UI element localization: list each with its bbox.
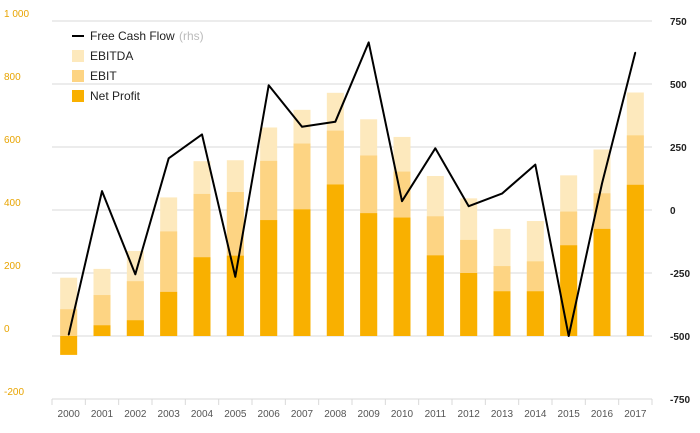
point-free-cash-flow — [534, 163, 537, 166]
bar-net-profit — [126, 320, 144, 336]
legend-label-net-profit: Net Profit — [90, 89, 141, 103]
x-tick-label: 2017 — [624, 409, 647, 420]
bar-net-profit — [93, 325, 111, 336]
x-tick-label: 2002 — [124, 409, 147, 420]
bar-series — [60, 92, 644, 355]
line-free-cash-flow — [67, 41, 637, 337]
bar-net-profit — [460, 273, 478, 336]
point-free-cash-flow — [301, 126, 303, 128]
x-tick-label: 2005 — [224, 409, 247, 420]
left-tick-label: -200 — [4, 387, 24, 398]
bar-net-profit — [260, 220, 278, 336]
point-free-cash-flow — [267, 84, 270, 87]
x-tick-label: 2013 — [491, 409, 514, 420]
point-free-cash-flow — [467, 205, 470, 208]
left-tick-label: 1 000 — [4, 9, 29, 20]
point-free-cash-flow — [401, 200, 403, 202]
legend-swatch-ebit — [72, 70, 84, 82]
legend-swatch-net-profit — [72, 90, 84, 102]
right-tick-label: 250 — [670, 143, 687, 154]
point-free-cash-flow — [334, 121, 337, 123]
x-tick-label: 2001 — [91, 409, 114, 420]
right-tick-label: 500 — [670, 80, 687, 91]
bar-net-profit — [626, 184, 644, 336]
x-tick-label: 2008 — [324, 409, 347, 420]
bar-net-profit — [193, 257, 211, 336]
right-tick-label: 0 — [670, 206, 676, 217]
bar-net-profit — [226, 255, 244, 336]
legend-label-free-cash-flow: Free Cash Flow — [90, 29, 175, 43]
x-tick-label: 2012 — [458, 409, 481, 420]
x-tick-label: 2014 — [524, 409, 547, 420]
x-tick-label: 2010 — [391, 409, 414, 420]
point-free-cash-flow — [67, 333, 70, 336]
left-tick-label: 400 — [4, 198, 21, 209]
left-tick-label: 0 — [4, 324, 10, 335]
right-tick-label: -250 — [670, 269, 690, 280]
bar-net-profit — [393, 217, 411, 336]
point-free-cash-flow — [101, 190, 103, 192]
x-tick-label: 2009 — [358, 409, 381, 420]
point-free-cash-flow — [367, 41, 370, 44]
x-tick-label: 2016 — [591, 409, 614, 420]
bar-net-profit — [160, 291, 178, 336]
bar-net-profit — [493, 291, 511, 336]
x-tick-label: 2011 — [425, 409, 447, 420]
point-free-cash-flow — [134, 273, 137, 276]
point-free-cash-flow — [434, 147, 437, 150]
legend-label-ebitda: EBITDA — [90, 49, 133, 63]
left-axis: -200 0 200 400 600 800 1 000 — [4, 9, 29, 398]
bar-net-profit — [360, 213, 378, 336]
point-free-cash-flow — [634, 51, 637, 54]
point-free-cash-flow — [501, 192, 503, 195]
x-tick-label: 2003 — [158, 409, 181, 420]
x-tick-label: 2015 — [558, 409, 581, 420]
bar-net-profit — [526, 291, 544, 336]
left-tick-label: 600 — [4, 135, 21, 146]
bar-net-profit — [293, 209, 311, 336]
legend-note-rhs: (rhs) — [179, 29, 204, 43]
point-free-cash-flow — [201, 133, 203, 136]
bar-net-profit — [426, 255, 444, 336]
line-series — [67, 41, 637, 337]
x-tick-label: 2007 — [291, 409, 314, 420]
right-tick-label: -500 — [670, 332, 690, 343]
right-tick-label: -750 — [670, 395, 690, 406]
bar-net-profit — [326, 184, 344, 336]
right-tick-label: 750 — [670, 17, 687, 28]
legend-label-ebit: EBIT — [90, 69, 117, 83]
bar-net-profit — [593, 228, 611, 336]
right-axis: -750 -500 -250 0 250 500 750 — [670, 17, 690, 406]
bar-net-profit — [60, 336, 78, 355]
x-tick-label: 2000 — [58, 409, 81, 420]
point-free-cash-flow — [601, 182, 603, 185]
point-free-cash-flow — [167, 157, 170, 160]
point-free-cash-flow — [234, 275, 237, 278]
point-free-cash-flow — [567, 335, 570, 337]
left-tick-label: 200 — [4, 261, 21, 272]
x-tick-label: 2004 — [191, 409, 214, 420]
x-axis: 2000 2001 2002 2003 2004 2005 2006 2007 2008 2009… — [58, 409, 647, 420]
bar-net-profit — [560, 245, 578, 336]
x-tick-label: 2006 — [258, 409, 281, 420]
left-tick-label: 800 — [4, 72, 21, 83]
legend-swatch-ebitda — [72, 50, 84, 62]
legend: Free Cash Flow (rhs) EBITDA EBIT Net Pro… — [72, 29, 204, 103]
